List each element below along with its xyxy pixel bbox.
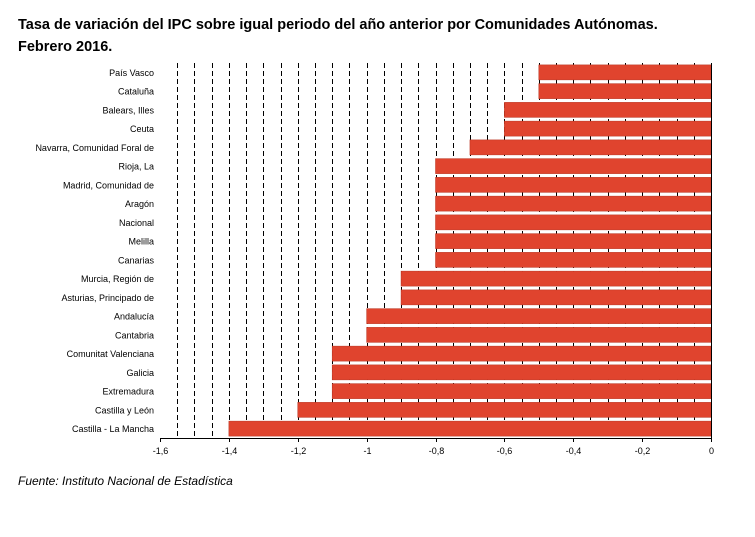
- category-label: Andalucía: [114, 312, 154, 322]
- bar: [331, 364, 712, 381]
- category-label: Nacional: [119, 218, 154, 228]
- bar: [297, 402, 712, 418]
- chart-title: Tasa de variación del IPC sobre igual pe…: [18, 14, 733, 58]
- category-label: Castilla y León: [95, 405, 154, 415]
- category-label: Balears, Illes: [102, 105, 154, 115]
- category-label: Canarias: [118, 255, 155, 265]
- chart-title-line-1: Tasa de variación del IPC sobre igual pe…: [18, 17, 658, 33]
- category-label: Cantabria: [115, 330, 154, 340]
- category-label: Madrid, Comunidad de: [63, 180, 154, 190]
- bar: [469, 139, 712, 156]
- category-label: Murcia, Región de: [81, 274, 154, 284]
- category-label: Extremadura: [102, 387, 154, 397]
- chart-title-line-2: Febrero 2016.: [18, 39, 113, 55]
- category-label: Aragón: [125, 199, 154, 209]
- x-tick-label: 0: [709, 446, 714, 456]
- bar: [435, 233, 712, 249]
- category-label: Navarra, Comunidad Foral de: [35, 143, 154, 153]
- bar: [538, 83, 712, 99]
- bar: [435, 177, 712, 193]
- x-tick-label: -1,6: [153, 446, 169, 456]
- x-tick-label: -0,6: [497, 446, 513, 456]
- x-tick-label: -1,4: [222, 446, 238, 456]
- bar: [366, 327, 712, 343]
- x-tick-label: -0,8: [429, 446, 445, 456]
- bar: [435, 195, 712, 212]
- category-label: Melilla: [128, 237, 154, 247]
- bar: [538, 64, 712, 81]
- x-tick-label: -1,2: [291, 446, 307, 456]
- category-label: Galicia: [126, 368, 154, 378]
- bar: [400, 289, 712, 306]
- bar: [228, 420, 712, 437]
- bar: [504, 120, 712, 137]
- category-label: Castilla - La Mancha: [72, 424, 154, 434]
- bar: [504, 102, 712, 118]
- bar: [366, 308, 712, 324]
- x-tick-label: -0,2: [635, 446, 651, 456]
- category-label: Cataluña: [118, 87, 154, 97]
- bar: [435, 252, 712, 268]
- bar: [331, 345, 712, 362]
- category-label: Ceuta: [130, 124, 154, 134]
- bar: [435, 158, 712, 174]
- category-label: Asturias, Principado de: [61, 293, 154, 303]
- source-note: Fuente: Instituto Nacional de Estadístic…: [18, 474, 233, 488]
- x-tick-label: -0,4: [566, 446, 582, 456]
- category-label: Comunitat Valenciana: [67, 349, 154, 359]
- category-label: País Vasco: [109, 68, 154, 78]
- bar: [400, 270, 712, 287]
- category-label: Rioja, La: [118, 162, 154, 172]
- bar: [435, 214, 712, 231]
- x-tick-label: -1: [363, 446, 371, 456]
- bar: [331, 383, 712, 399]
